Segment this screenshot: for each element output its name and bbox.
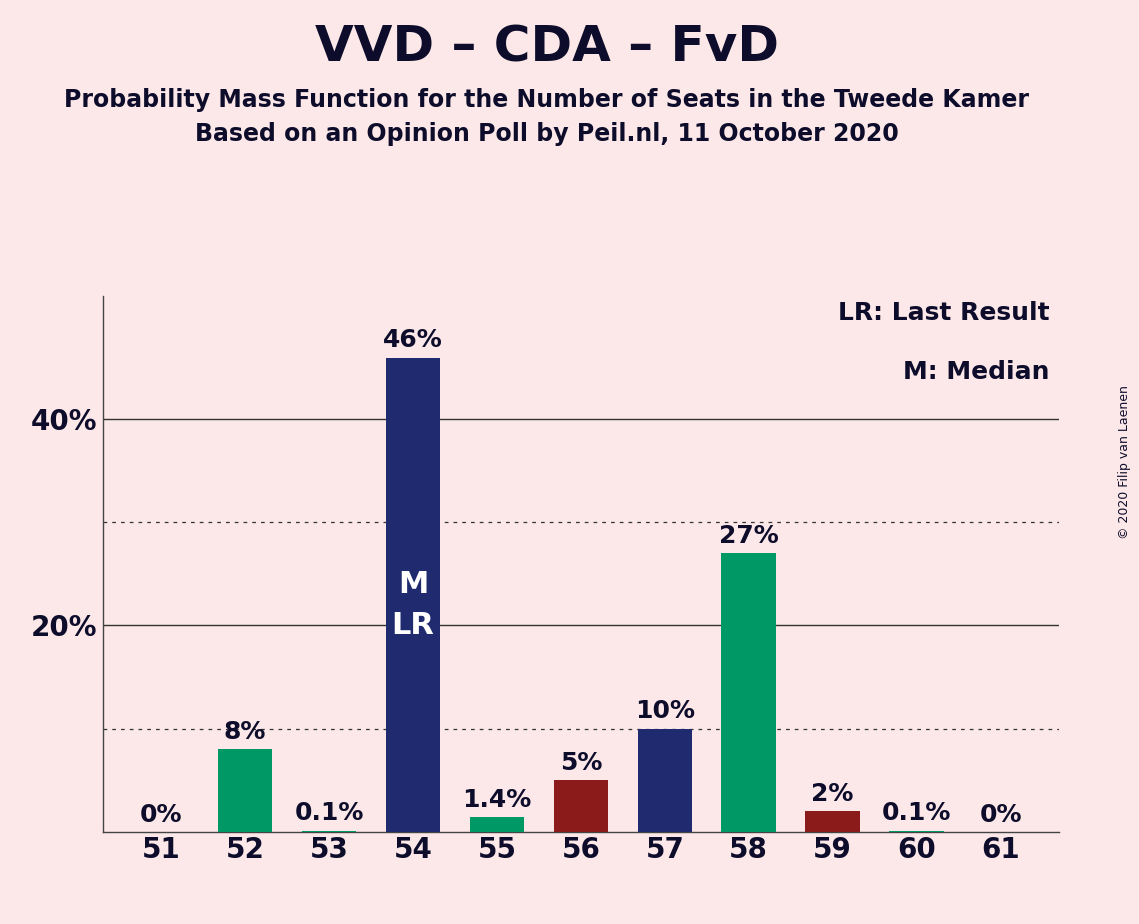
Text: © 2020 Filip van Laenen: © 2020 Filip van Laenen <box>1118 385 1131 539</box>
Bar <box>218 749 272 832</box>
Text: 10%: 10% <box>634 699 695 723</box>
Bar <box>386 358 441 832</box>
Text: M
LR: M LR <box>392 570 434 639</box>
Text: 27%: 27% <box>719 524 779 548</box>
Text: M: Median: M: Median <box>903 360 1050 384</box>
Text: 0.1%: 0.1% <box>882 801 951 825</box>
Text: 0%: 0% <box>980 804 1022 828</box>
Bar <box>469 817 524 832</box>
Text: Based on an Opinion Poll by Peil.nl, 11 October 2020: Based on an Opinion Poll by Peil.nl, 11 … <box>195 122 899 146</box>
Text: 2%: 2% <box>811 782 854 806</box>
Text: 1.4%: 1.4% <box>462 788 532 812</box>
Bar <box>638 728 693 832</box>
Text: 46%: 46% <box>383 328 443 352</box>
Bar <box>721 553 776 832</box>
Text: 0%: 0% <box>140 804 182 828</box>
Bar <box>554 780 608 832</box>
Text: 8%: 8% <box>224 720 267 744</box>
Bar <box>805 811 860 832</box>
Bar <box>302 831 357 832</box>
Bar <box>890 831 944 832</box>
Text: LR: Last Result: LR: Last Result <box>838 301 1050 325</box>
Text: VVD – CDA – FvD: VVD – CDA – FvD <box>314 23 779 71</box>
Text: Probability Mass Function for the Number of Seats in the Tweede Kamer: Probability Mass Function for the Number… <box>64 88 1030 112</box>
Text: 0.1%: 0.1% <box>294 801 363 825</box>
Text: 5%: 5% <box>559 751 603 775</box>
